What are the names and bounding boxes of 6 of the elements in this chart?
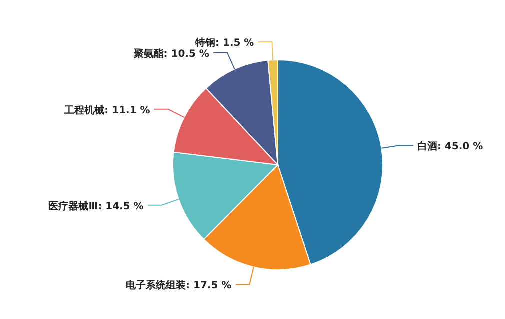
slice-label: 医疗器械Ⅲ: 14.5 % <box>48 200 144 212</box>
slice-label: 聚氨酯: 10.5 % <box>132 48 210 60</box>
slice-label: 白酒: 45.0 % <box>417 140 484 153</box>
slice-label: 电子系统组装: 17.5 % <box>126 280 232 292</box>
slice-label: 工程机械: 11.1 % <box>64 104 150 116</box>
slice-label: 特钢: 1.5 % <box>194 37 254 50</box>
